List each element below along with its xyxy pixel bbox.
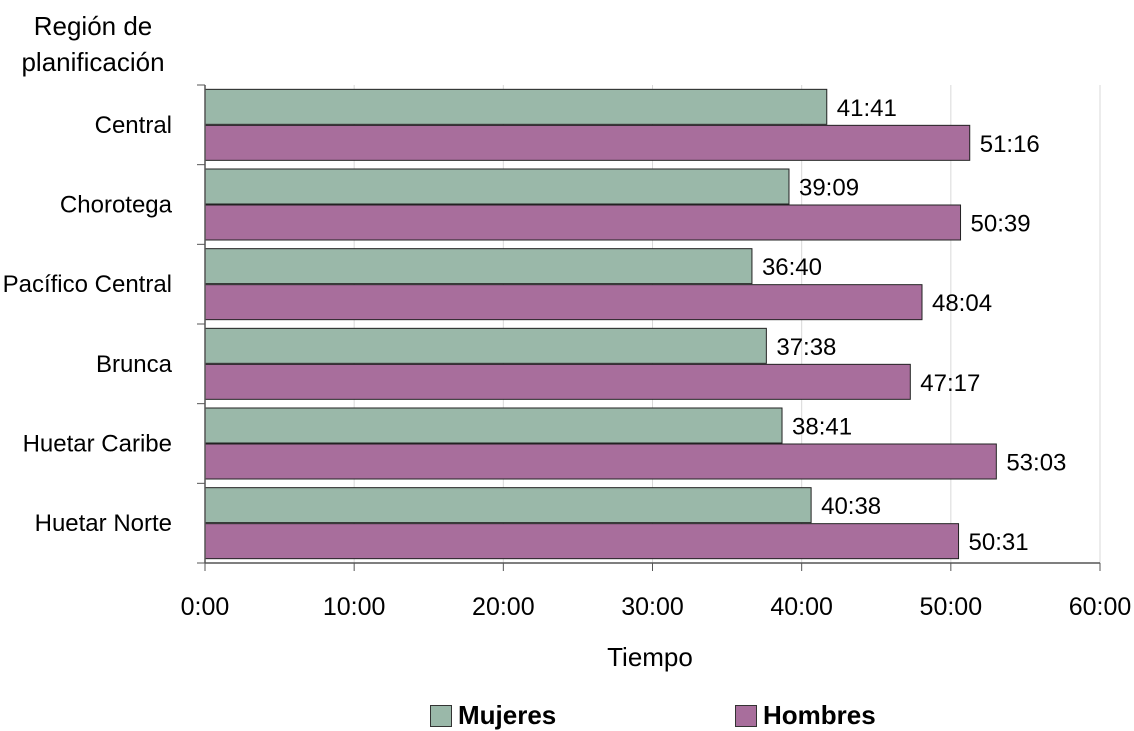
data-label-mujeres-3: 37:38: [776, 334, 836, 361]
legend-item-hombres: Hombres: [735, 700, 876, 731]
bar-hombres-0: [204, 124, 971, 161]
legend-swatch-mujeres: [430, 704, 452, 727]
x-tick-label-5: 50:00: [920, 593, 983, 621]
bar-mujeres-2: [204, 248, 753, 285]
category-label-5: Huetar Norte: [35, 510, 172, 537]
data-label-mujeres-5: 40:38: [821, 493, 881, 520]
bar-hombres-3: [204, 363, 911, 400]
bar-mujeres-3: [204, 327, 767, 364]
category-label-1: Chorotega: [60, 192, 173, 219]
x-tick-label-2: 20:00: [472, 593, 535, 621]
bar-mujeres-1: [204, 168, 790, 205]
y-axis-title: Región de planificación: [21, 11, 165, 77]
bar-mujeres-0: [204, 88, 828, 125]
x-tick-label-1: 10:00: [323, 593, 386, 621]
legend-label-mujeres: Mujeres: [458, 700, 557, 730]
data-label-mujeres-0: 41:41: [837, 95, 897, 122]
bar-hombres-4: [204, 443, 997, 480]
data-label-hombres-3: 47:17: [920, 370, 980, 397]
x-axis-title: Tiempo: [607, 642, 693, 672]
data-label-hombres-2: 48:04: [932, 290, 992, 317]
x-tick-label-0: 0:00: [181, 593, 230, 621]
bar-hombres-1: [204, 204, 962, 241]
data-label-hombres-0: 51:16: [980, 131, 1040, 158]
data-label-mujeres-4: 38:41: [792, 414, 852, 441]
x-tick-label-3: 30:00: [621, 593, 684, 621]
bar-mujeres-5: [204, 487, 812, 524]
data-label-hombres-5: 50:31: [969, 529, 1029, 556]
x-tick-label-4: 40:00: [770, 593, 833, 621]
legend-swatch-hombres: [735, 704, 757, 727]
category-label-4: Huetar Caribe: [23, 431, 172, 458]
data-label-mujeres-2: 36:40: [762, 254, 822, 281]
data-label-hombres-1: 50:39: [971, 211, 1031, 238]
legend-label-hombres: Hombres: [763, 700, 876, 730]
category-label-0: Central: [95, 112, 172, 139]
category-label-3: Brunca: [96, 351, 173, 378]
x-tick-label-6: 60:00: [1069, 593, 1132, 621]
data-label-hombres-4: 53:03: [1006, 450, 1066, 477]
data-label-mujeres-1: 39:09: [799, 175, 859, 202]
bar-hombres-2: [204, 284, 923, 321]
category-label-2: Pacífico Central: [3, 271, 172, 298]
bar-mujeres-4: [204, 407, 783, 444]
legend-item-mujeres: Mujeres: [430, 700, 556, 731]
bar-hombres-5: [204, 523, 960, 560]
